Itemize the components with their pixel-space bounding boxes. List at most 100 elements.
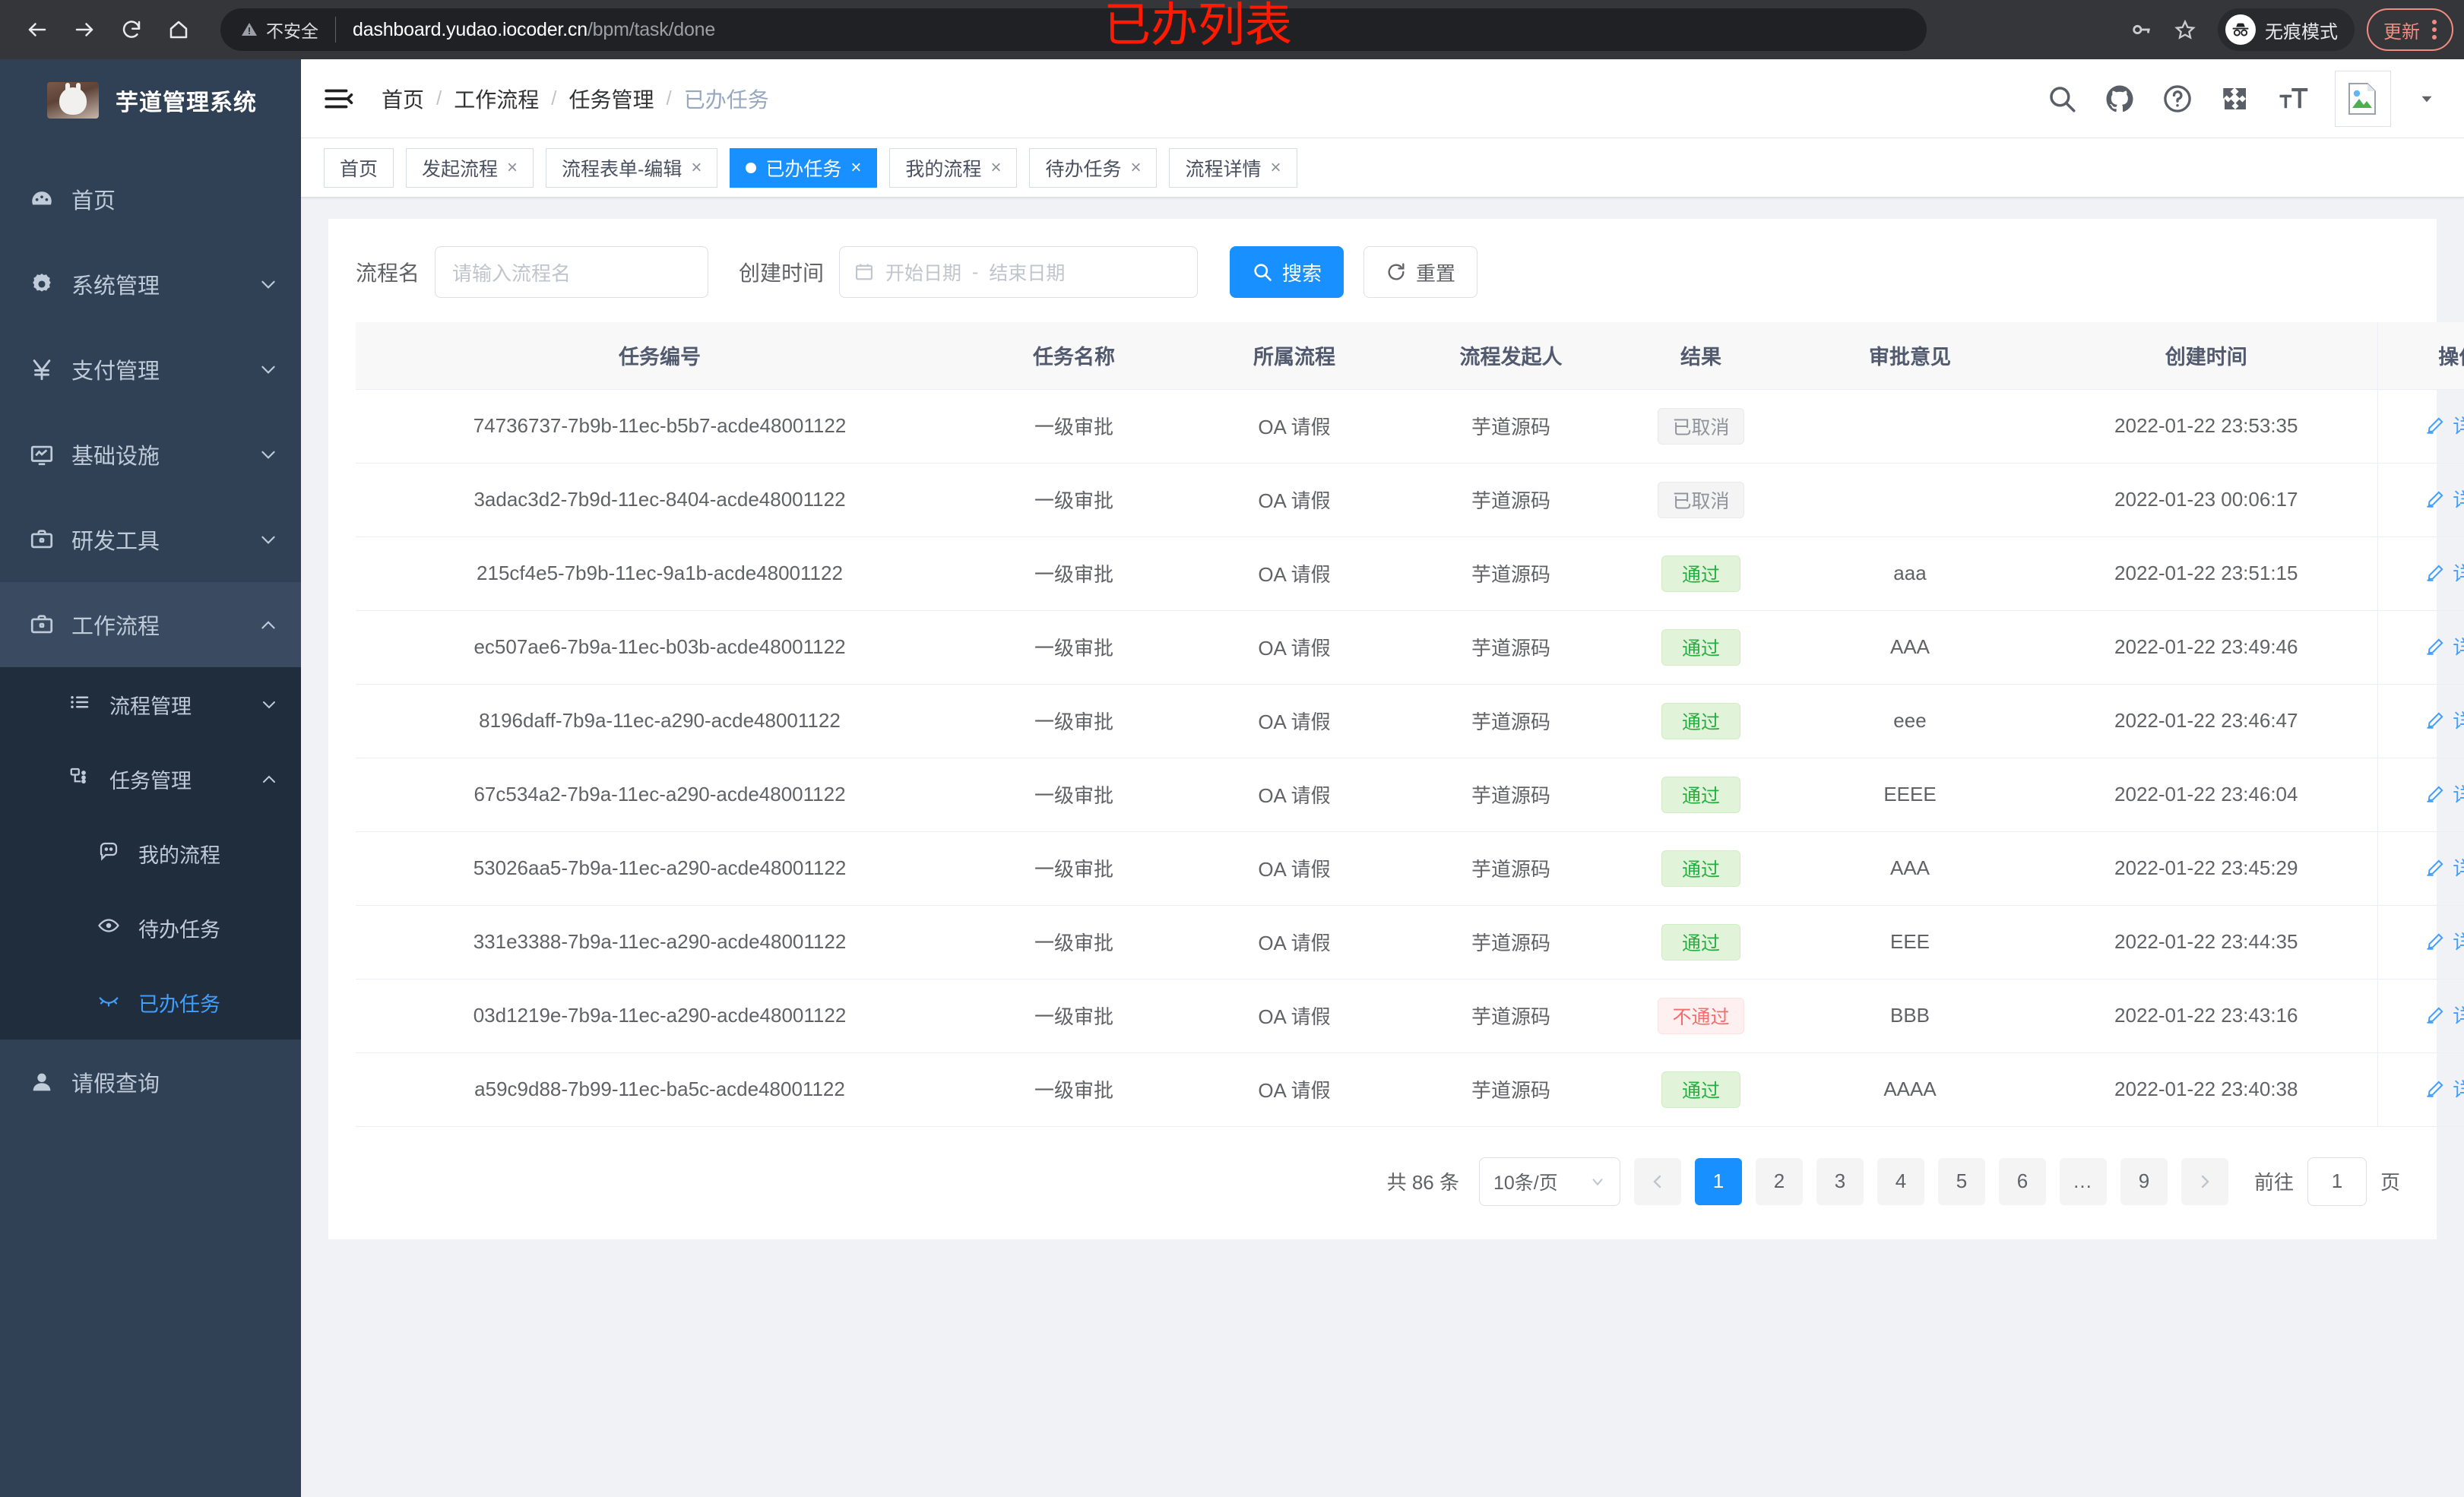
detail-button[interactable]: 详情 — [2425, 485, 2464, 513]
tab-start-process[interactable]: 发起流程 × — [406, 147, 534, 188]
cell-task-id: ec507ae6-7b9a-11ec-b03b-acde48001122 — [356, 610, 964, 685]
tab-todo-tasks[interactable]: 待办任务 × — [1029, 147, 1158, 188]
cell-task-name: 一级审批 — [964, 610, 1184, 685]
sidebar-item-task-management[interactable]: 任务管理 — [0, 742, 301, 816]
page-button-5[interactable]: 5 — [1937, 1157, 1985, 1205]
close-icon[interactable]: × — [691, 157, 702, 178]
font-size-icon[interactable] — [2277, 83, 2309, 115]
incognito-indicator[interactable]: 无痕模式 — [2218, 8, 2355, 51]
jump-page-input[interactable]: 1 — [2307, 1157, 2367, 1206]
bookmark-star-icon[interactable] — [2163, 8, 2207, 52]
cell-operation: 详情 — [2377, 758, 2464, 832]
page-button-2[interactable]: 2 — [1755, 1157, 1803, 1205]
filter-form: 流程名 请输入流程名 创建时间 开始日期 - 结束日期 搜索 — [356, 246, 2409, 322]
tab-my-process[interactable]: 我的流程 × — [889, 147, 1018, 188]
create-time-range-picker[interactable]: 开始日期 - 结束日期 — [839, 246, 1199, 298]
cell-task-name: 一级审批 — [964, 979, 1184, 1053]
sidebar-item-workflow[interactable]: 工作流程 — [0, 582, 301, 667]
chevron-down-icon — [258, 274, 278, 294]
edit-icon — [2427, 859, 2443, 876]
chevron-down-icon[interactable] — [2417, 89, 2437, 109]
github-icon[interactable] — [2104, 83, 2136, 115]
password-key-icon[interactable] — [2119, 8, 2163, 52]
table-row: 331e3388-7b9a-11ec-a290-acde48001122 一级审批… — [356, 905, 2464, 980]
close-icon[interactable]: × — [850, 157, 862, 178]
search-icon[interactable] — [2046, 83, 2078, 115]
next-page-button[interactable] — [2181, 1157, 2228, 1205]
sidebar-item-process-management[interactable]: 流程管理 — [0, 667, 301, 742]
reset-button[interactable]: 重置 — [1363, 246, 1478, 298]
fullscreen-icon[interactable] — [2219, 83, 2251, 115]
detail-button[interactable]: 详情 — [2425, 632, 2464, 660]
edit-icon — [2427, 638, 2443, 655]
cell-process: OA 请假 — [1184, 831, 1405, 906]
cell-created-time: 2022-01-22 23:43:16 — [2035, 979, 2377, 1053]
search-button[interactable]: 搜索 — [1230, 246, 1344, 298]
detail-button[interactable]: 详情 — [2425, 1001, 2464, 1029]
page-ellipsis[interactable]: … — [2059, 1157, 2107, 1205]
chrome-menu-icon[interactable] — [2428, 20, 2441, 40]
page-button-3[interactable]: 3 — [1816, 1157, 1864, 1205]
breadcrumb-item-task-management[interactable]: 任务管理 — [568, 87, 654, 112]
sidebar-item-leave-query[interactable]: 请假查询 — [0, 1040, 301, 1125]
cell-operation: 详情 — [2377, 979, 2464, 1053]
detail-button[interactable]: 详情 — [2425, 706, 2464, 734]
sidebar-item-infrastructure[interactable]: 基础设施 — [0, 412, 301, 497]
tab-process-detail[interactable]: 流程详情 × — [1169, 147, 1297, 188]
brand[interactable]: 芋道管理系统 — [0, 59, 301, 141]
close-icon[interactable]: × — [1270, 157, 1281, 178]
briefcase-icon — [29, 612, 71, 638]
close-icon[interactable]: × — [990, 157, 1002, 178]
sidebar-item-my-process[interactable]: 我的流程 — [0, 816, 301, 891]
breadcrumb-separator: / — [551, 87, 557, 109]
breadcrumb-item-workflow[interactable]: 工作流程 — [454, 87, 540, 112]
detail-button-label: 详情 — [2453, 1074, 2464, 1103]
close-icon[interactable]: × — [1130, 157, 1142, 178]
home-button[interactable] — [155, 6, 202, 53]
chevron-up-icon — [258, 615, 278, 635]
tab-done-tasks[interactable]: 已办任务 × — [730, 147, 878, 188]
page-button-1[interactable]: 1 — [1694, 1157, 1742, 1205]
sidebar-item-todo-tasks[interactable]: 待办任务 — [0, 891, 301, 965]
detail-button[interactable]: 详情 — [2425, 411, 2464, 439]
address-bar[interactable]: 不安全 dashboard.yudao.iocoder.cn/bpm/task/… — [220, 8, 1927, 51]
security-indicator[interactable]: 不安全 — [240, 17, 336, 43]
cell-comment: AAA — [1785, 610, 2035, 685]
sidebar-item-home[interactable]: 首页 — [0, 157, 301, 242]
page-button-4[interactable]: 4 — [1877, 1157, 1924, 1205]
detail-button[interactable]: 详情 — [2425, 927, 2464, 955]
cell-process: OA 请假 — [1184, 684, 1405, 758]
detail-button[interactable]: 详情 — [2425, 780, 2464, 808]
back-button[interactable] — [14, 6, 61, 53]
task-node-icon — [68, 765, 109, 793]
detail-button[interactable]: 详情 — [2425, 853, 2464, 881]
tab-process-form-edit[interactable]: 流程表单-编辑 × — [546, 147, 718, 188]
close-icon[interactable]: × — [507, 157, 518, 178]
detail-button[interactable]: 详情 — [2425, 559, 2464, 587]
cell-task-id: 74736737-7b9b-11ec-b5b7-acde48001122 — [356, 389, 964, 464]
detail-button-label: 详情 — [2453, 1001, 2464, 1029]
help-icon[interactable] — [2162, 83, 2193, 115]
sidebar-item-label: 系统管理 — [71, 274, 160, 299]
update-button[interactable]: 更新 — [2367, 8, 2453, 51]
page-button-9[interactable]: 9 — [2120, 1157, 2168, 1205]
sidebar-item-done-tasks[interactable]: 已办任务 — [0, 965, 301, 1040]
prev-page-button[interactable] — [1633, 1157, 1681, 1205]
forward-button[interactable] — [61, 6, 108, 53]
cell-operation: 详情 — [2377, 536, 2464, 611]
cell-comment: eee — [1785, 684, 2035, 758]
tab-home[interactable]: 首页 — [324, 147, 394, 188]
process-name-input[interactable]: 请输入流程名 — [435, 246, 709, 298]
process-name-label: 流程名 — [356, 261, 420, 285]
sidebar-item-payment-management[interactable]: 支付管理 — [0, 327, 301, 412]
hamburger-icon[interactable] — [322, 83, 354, 115]
cell-process: OA 请假 — [1184, 610, 1405, 685]
page-size-select[interactable]: 10条/页 — [1478, 1157, 1620, 1206]
avatar[interactable] — [2335, 70, 2391, 127]
reload-button[interactable] — [108, 6, 155, 53]
sidebar-item-dev-tools[interactable]: 研发工具 — [0, 497, 301, 582]
detail-button[interactable]: 详情 — [2425, 1074, 2464, 1103]
sidebar-item-system-management[interactable]: 系统管理 — [0, 242, 301, 327]
page-button-6[interactable]: 6 — [1998, 1157, 2046, 1205]
breadcrumb-item-home[interactable]: 首页 — [382, 87, 425, 112]
